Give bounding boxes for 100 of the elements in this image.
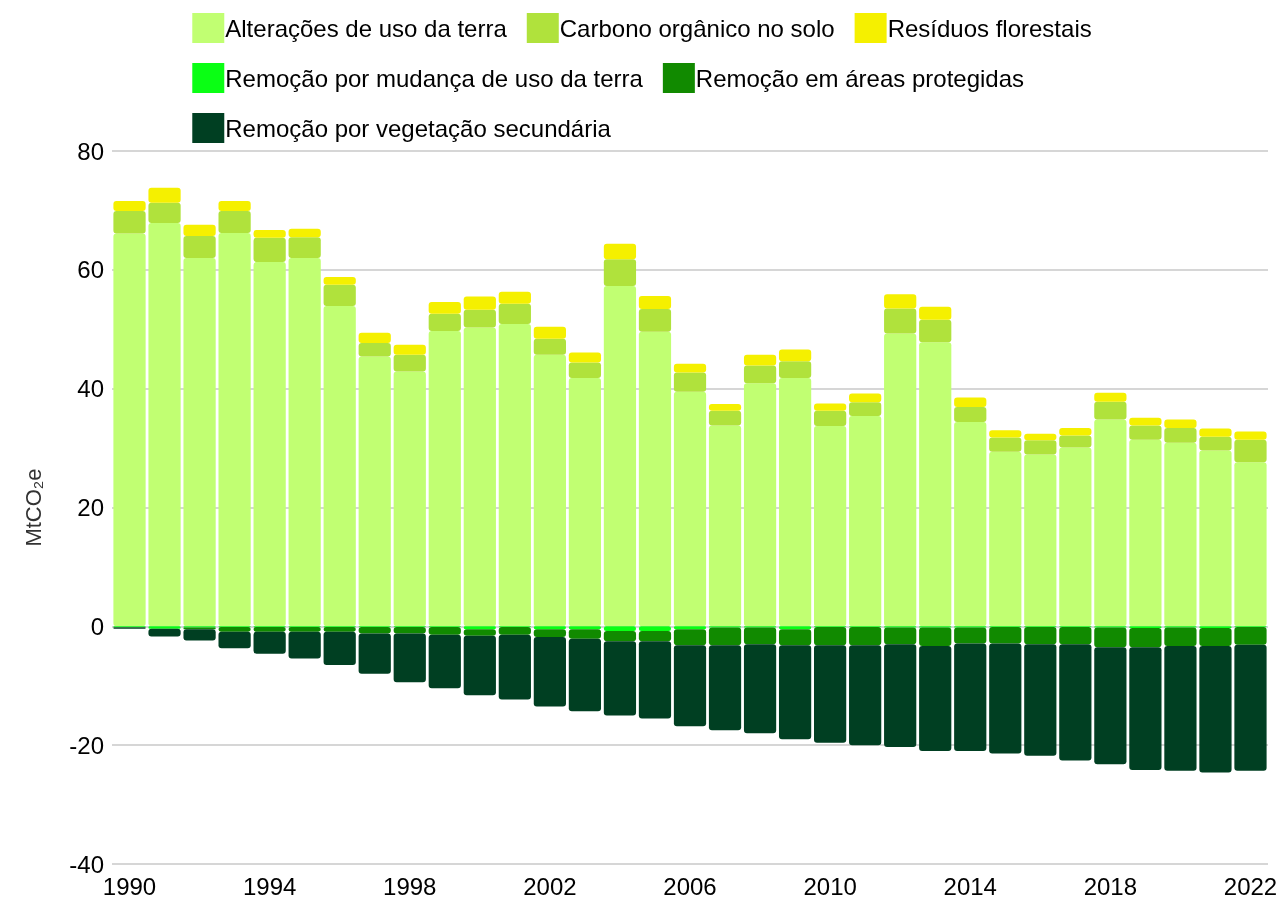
y-tick-label: 0 xyxy=(90,612,104,640)
bar xyxy=(323,276,356,285)
bar xyxy=(743,644,777,734)
x-tick-label: 1998 xyxy=(383,872,437,900)
bar xyxy=(463,296,496,310)
bar xyxy=(1164,442,1197,627)
bar xyxy=(428,301,461,314)
bar xyxy=(849,402,882,416)
bar xyxy=(919,306,952,320)
bar xyxy=(1094,401,1127,420)
bar xyxy=(778,349,812,362)
y-tick-label: 80 xyxy=(77,137,104,165)
bar xyxy=(884,294,917,309)
bar xyxy=(989,430,1022,438)
bar xyxy=(533,626,566,630)
bar xyxy=(323,626,356,632)
bar xyxy=(1059,626,1092,645)
bar xyxy=(183,224,216,236)
bar xyxy=(148,202,181,223)
bar xyxy=(1199,428,1232,437)
bar xyxy=(533,629,566,638)
bar xyxy=(1164,427,1197,443)
legend-label: Carbono orgânico no solo xyxy=(559,14,835,42)
bar xyxy=(603,259,637,286)
bar xyxy=(323,631,356,665)
bar xyxy=(1199,645,1232,773)
bar xyxy=(113,211,146,234)
bar xyxy=(253,626,286,632)
bar xyxy=(743,383,777,627)
bar xyxy=(778,626,812,630)
bar xyxy=(814,410,847,427)
y-axis-title: MtCO₂e xyxy=(20,468,46,547)
bar xyxy=(989,437,1022,452)
bar xyxy=(323,306,356,627)
bar xyxy=(253,237,286,263)
bar xyxy=(358,626,391,634)
bar xyxy=(148,187,181,203)
bar xyxy=(393,626,426,634)
bar xyxy=(463,629,496,636)
bar xyxy=(183,257,216,627)
bar xyxy=(673,372,707,392)
bar xyxy=(568,629,602,639)
bar xyxy=(1164,627,1197,646)
bar xyxy=(1129,439,1162,627)
bar xyxy=(1164,645,1197,771)
legend-label: Resíduos florestais xyxy=(887,14,1092,42)
bar xyxy=(533,637,566,707)
bar xyxy=(814,626,847,646)
bar xyxy=(1024,433,1057,441)
bar xyxy=(603,626,637,632)
bar xyxy=(183,629,216,641)
bar xyxy=(1094,627,1127,648)
bar xyxy=(323,284,356,307)
bar xyxy=(1129,425,1162,440)
bar xyxy=(358,633,391,674)
bar xyxy=(358,356,391,627)
bar xyxy=(428,626,461,635)
bar xyxy=(673,645,707,727)
bar xyxy=(989,626,1022,644)
bar xyxy=(568,362,602,378)
bar xyxy=(919,627,952,646)
bar xyxy=(1059,427,1092,436)
bar xyxy=(1129,647,1162,771)
x-tick-label: 2006 xyxy=(663,872,717,900)
bar xyxy=(288,626,321,632)
x-tick-label: 2014 xyxy=(943,872,997,900)
bar xyxy=(1199,450,1232,627)
bar xyxy=(814,426,847,627)
bar xyxy=(533,338,566,355)
bar xyxy=(778,629,812,646)
x-tick-label: 2010 xyxy=(803,872,857,900)
y-tick-label: 40 xyxy=(77,375,104,403)
bar xyxy=(919,342,952,627)
bar xyxy=(989,451,1022,627)
bar xyxy=(1129,628,1162,648)
bar xyxy=(1094,392,1127,402)
bar xyxy=(778,645,812,740)
bar xyxy=(218,626,251,632)
bar xyxy=(1059,644,1092,761)
y-tick-label: 20 xyxy=(77,494,104,521)
bar xyxy=(743,354,777,366)
bar xyxy=(638,641,672,719)
legend-label: Remoção por mudança de uso da terra xyxy=(225,64,644,92)
bar xyxy=(708,425,742,627)
bar xyxy=(568,638,602,712)
bar xyxy=(533,326,566,339)
bar xyxy=(1024,454,1057,627)
legend-label: Alterações de uso da terra xyxy=(225,14,508,42)
bar xyxy=(1199,628,1232,646)
bar xyxy=(673,363,707,373)
bar xyxy=(884,333,917,627)
bar xyxy=(218,200,251,212)
bar xyxy=(498,634,531,700)
bar xyxy=(148,626,181,629)
bar xyxy=(498,323,531,627)
x-tick-label: 1994 xyxy=(242,872,297,900)
bar xyxy=(218,631,251,649)
bar xyxy=(463,327,496,627)
bar xyxy=(638,626,672,632)
bar xyxy=(708,627,742,646)
